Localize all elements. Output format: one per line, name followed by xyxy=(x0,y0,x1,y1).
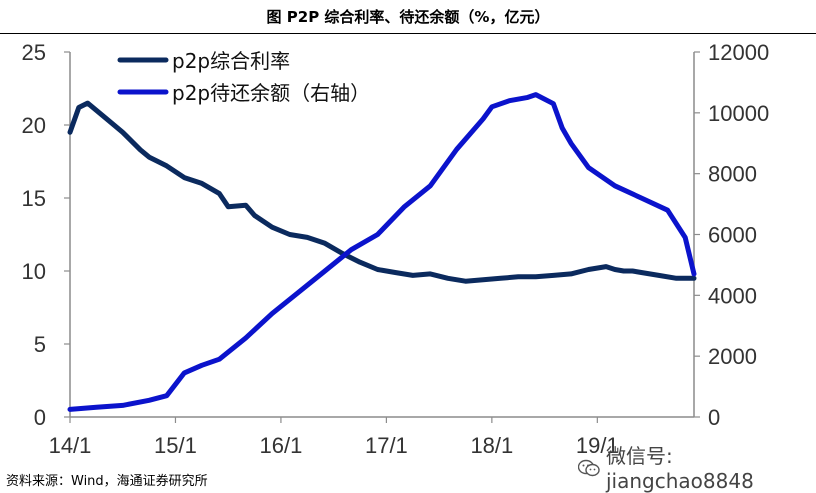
x-tick-label: 14/1 xyxy=(49,433,92,458)
x-tick-label: 18/1 xyxy=(470,433,513,458)
y-right-tick-label: 2000 xyxy=(708,344,757,369)
y-left-tick-label: 25 xyxy=(22,40,46,65)
legend-label: p2p综合利率 xyxy=(172,49,290,73)
y-right-tick-label: 0 xyxy=(708,405,720,430)
legend-label: p2p待还余额（右轴） xyxy=(172,81,370,105)
chart-series xyxy=(67,92,697,412)
y-right-tick-label: 10000 xyxy=(708,101,769,126)
y-right-tick-label: 6000 xyxy=(708,223,757,248)
y-left-tick-label: 10 xyxy=(22,259,46,284)
y-right-tick-label: 12000 xyxy=(708,40,769,65)
y-left-tick-label: 0 xyxy=(34,405,46,430)
y-left-tick-label: 15 xyxy=(22,186,46,211)
watermark-text: 微信号: jiangchao8848 xyxy=(606,444,754,493)
series-line-balance xyxy=(67,92,697,412)
x-tick-label: 16/1 xyxy=(260,433,303,458)
source-note: 资料来源：Wind，海通证券研究所 xyxy=(6,474,208,489)
x-tick-label: 17/1 xyxy=(365,433,408,458)
chart-legend: p2p综合利率 p2p待还余额（右轴） xyxy=(117,49,370,105)
y-left-tick-label: 20 xyxy=(22,113,46,138)
x-tick-label: 19/1 xyxy=(576,433,619,458)
chart-svg: 0 5 10 15 20 25 0 2000 4000 6000 8000 10000 12000 14/… xyxy=(22,40,770,458)
x-tick-label: 15/1 xyxy=(154,433,197,458)
series-line-rate xyxy=(67,100,697,284)
chart-title: 图 P2P 综合利率、待还余额（%，亿元） xyxy=(0,0,816,34)
y-left-tick-label: 5 xyxy=(34,332,46,357)
wechat-icon xyxy=(577,458,600,476)
y-right-tick-label: 8000 xyxy=(708,162,757,187)
watermark: 微信号: jiangchao8848 xyxy=(577,440,816,493)
chart-axes: 0 5 10 15 20 25 0 2000 4000 6000 8000 10000 12000 14/… xyxy=(22,40,770,458)
y-right-tick-label: 4000 xyxy=(708,283,757,308)
